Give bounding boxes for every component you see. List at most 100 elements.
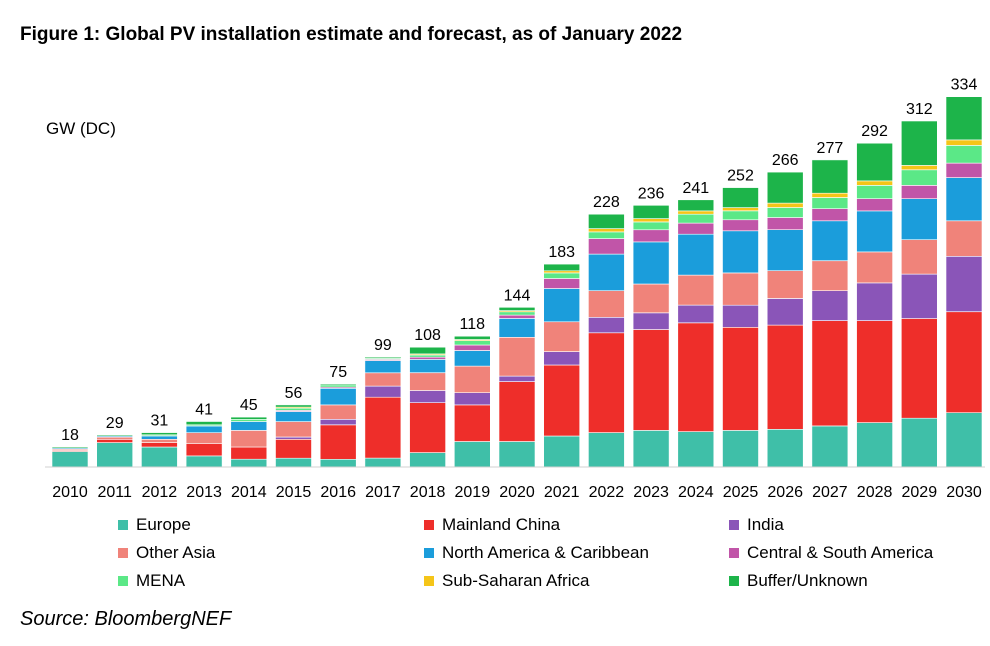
bar-segment-2023-5 <box>632 229 670 243</box>
bar-segment-2015-4 <box>275 411 312 422</box>
legend-label-2: India <box>747 515 784 534</box>
bar-segment-2019-4 <box>453 350 491 367</box>
bar-segment-2022-4 <box>588 253 625 292</box>
bar-segment-2015-1 <box>275 438 312 459</box>
bar-segment-2013-8 <box>185 421 223 426</box>
total-label-2023: 236 <box>638 185 665 202</box>
total-label-2026: 266 <box>772 152 799 169</box>
legend-swatch-7 <box>424 576 434 586</box>
bar-segment-2015-8 <box>275 404 312 408</box>
bar-segment-2021-2 <box>543 351 581 366</box>
bar-segment-2017-0 <box>364 457 402 468</box>
bar-segment-2022-7 <box>588 228 625 233</box>
legend-item-1: Mainland China <box>424 514 560 536</box>
bar-segment-2026-1 <box>766 324 804 430</box>
bar-segment-2028-0 <box>856 422 893 468</box>
bar-segment-2019-2 <box>453 392 491 406</box>
legend-label-0: Europe <box>136 515 191 534</box>
bar-segment-2012-1 <box>141 442 178 448</box>
bar-segment-2025-4 <box>722 230 759 274</box>
legend-swatch-1 <box>424 520 434 530</box>
x-tick-2015: 2015 <box>276 484 312 501</box>
bar-segment-2024-1 <box>677 322 715 432</box>
bar-segment-2028-3 <box>856 251 893 284</box>
bar-segment-2024-3 <box>677 274 715 306</box>
bar-segment-2023-2 <box>632 312 670 330</box>
bar-segment-2023-7 <box>632 218 670 223</box>
legend-item-4: North America & Caribbean <box>424 542 649 564</box>
bar-segment-2011-0 <box>96 442 133 468</box>
bar-segment-2012-3 <box>141 438 178 443</box>
bar-segment-2030-7 <box>945 139 983 146</box>
x-tick-2024: 2024 <box>678 484 714 501</box>
total-label-2014: 45 <box>240 397 258 414</box>
bar-segment-2023-8 <box>632 205 670 219</box>
legend-label-3: Other Asia <box>136 543 216 562</box>
bar-segment-2018-1 <box>409 402 446 453</box>
bar-segment-2024-2 <box>677 304 715 324</box>
bar-segment-2028-6 <box>856 185 893 199</box>
legend-item-3: Other Asia <box>118 542 215 564</box>
x-tick-2016: 2016 <box>320 484 356 501</box>
bar-segment-2021-8 <box>543 263 581 272</box>
bar-segment-2015-3 <box>275 421 312 438</box>
bar-segment-2017-8 <box>364 356 402 359</box>
bar-segment-2025-2 <box>722 304 759 328</box>
legend-label-1: Mainland China <box>442 515 561 534</box>
total-label-2019: 118 <box>460 316 486 333</box>
bar-segment-2014-6 <box>230 418 268 422</box>
source-note: Source: BloombergNEF <box>20 608 232 630</box>
bar-segment-2019-1 <box>453 404 491 442</box>
x-tick-2023: 2023 <box>633 484 669 501</box>
bar-segment-2025-8 <box>722 187 759 208</box>
bar-segment-2028-1 <box>856 320 893 423</box>
bar-segment-2012-0 <box>141 446 178 468</box>
bar-segment-2025-1 <box>722 326 759 431</box>
bar-segment-2014-0 <box>230 458 268 468</box>
x-tick-2029: 2029 <box>902 484 938 501</box>
total-label-2017: 99 <box>374 337 392 354</box>
chart-title: Figure 1: Global PV installation estimat… <box>20 24 683 45</box>
bar-segment-2017-3 <box>364 372 402 387</box>
bar-segment-2027-8 <box>811 159 849 194</box>
bar-segment-2028-8 <box>856 142 893 182</box>
bar-segment-2027-5 <box>811 208 849 222</box>
bar-segment-2023-1 <box>632 329 670 431</box>
bar-segment-2027-3 <box>811 260 849 291</box>
bar-segment-2019-3 <box>453 365 491 394</box>
bar-segment-2010-0 <box>51 451 89 468</box>
x-tick-2017: 2017 <box>365 484 401 501</box>
total-label-2016: 75 <box>329 364 347 381</box>
bar-segment-2030-0 <box>945 412 983 468</box>
bar-segment-2011-1 <box>96 438 133 443</box>
bar-segment-2029-5 <box>900 185 938 199</box>
bar-segment-2029-8 <box>900 120 938 166</box>
bar-segment-2028-7 <box>856 180 893 186</box>
bar-segment-2030-5 <box>945 162 983 178</box>
bar-segment-2026-2 <box>766 298 804 326</box>
legend-item-8: Buffer/Unknown <box>729 570 868 592</box>
bar-segment-2016-8 <box>319 383 357 386</box>
bar-segment-2030-4 <box>945 177 983 222</box>
bar-segment-2018-0 <box>409 452 446 468</box>
total-label-2029: 312 <box>906 101 933 118</box>
x-tick-2020: 2020 <box>499 484 535 501</box>
x-tick-2011: 2011 <box>97 484 132 501</box>
bar-segment-2027-0 <box>811 425 849 468</box>
bars-group <box>51 96 983 468</box>
total-label-2018: 108 <box>414 327 441 344</box>
bar-segment-2015-0 <box>275 457 312 468</box>
bar-segment-2025-3 <box>722 272 759 306</box>
bar-segment-2028-2 <box>856 282 893 321</box>
x-tick-2013: 2013 <box>186 484 222 501</box>
bar-segment-2030-8 <box>945 96 983 141</box>
bar-segment-2017-4 <box>364 360 402 374</box>
bar-segment-2022-3 <box>588 290 625 318</box>
total-label-2013: 41 <box>195 402 213 419</box>
legend-swatch-8 <box>729 576 739 586</box>
bar-segment-2020-3 <box>498 336 536 377</box>
total-label-2030: 334 <box>951 77 978 94</box>
bar-segment-2022-2 <box>588 316 625 334</box>
bar-segment-2029-6 <box>900 169 938 186</box>
y-axis-label: GW (DC) <box>46 119 116 138</box>
